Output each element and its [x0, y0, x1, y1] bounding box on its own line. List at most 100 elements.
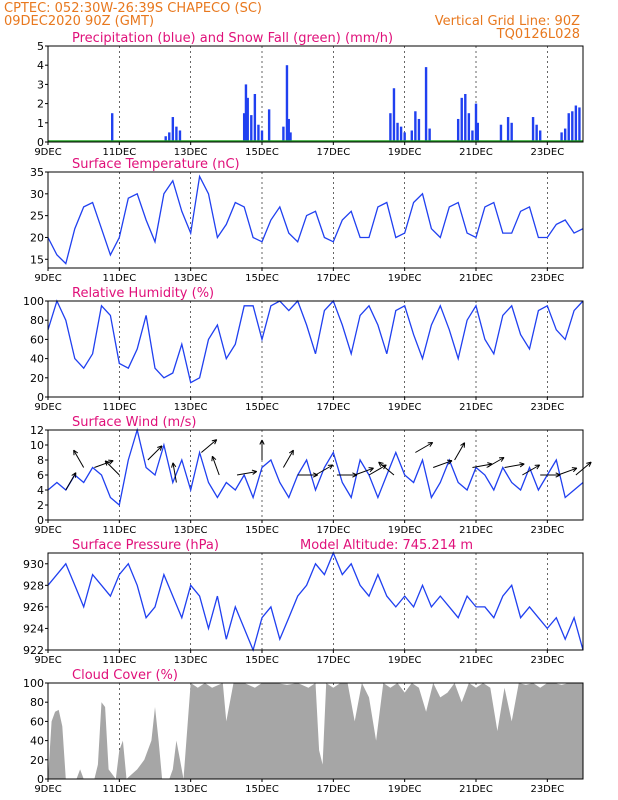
series-line	[47, 551, 584, 653]
wind-arrow	[104, 460, 120, 476]
x-tick-label: 23DEC	[530, 525, 564, 536]
precip-bar	[539, 130, 542, 142]
y-tick-label: 4	[37, 484, 44, 497]
precip-bar	[571, 111, 574, 142]
x-tick-label: 11DEC	[102, 655, 136, 666]
wind-arrow	[236, 469, 258, 476]
y-tick-label: 5	[37, 40, 44, 53]
x-tick-label: 15DEC	[245, 655, 279, 666]
precip-bar	[267, 109, 271, 142]
wind-arrow-shaft	[504, 463, 525, 468]
precip-bar	[467, 113, 471, 142]
x-tick-label: 13DEC	[174, 784, 208, 795]
series-line	[47, 299, 584, 384]
wind-arrow-shaft	[282, 449, 294, 468]
panel-frame	[47, 171, 584, 269]
x-tick-label: 15DEC	[245, 525, 279, 536]
y-tick-label: 0	[37, 514, 44, 527]
x-tick-label: 11DEC	[102, 402, 136, 413]
x-tick-label: 9DEC	[34, 525, 61, 536]
panel-frame	[47, 45, 584, 143]
wind-arrow-shaft	[73, 449, 85, 468]
precip-bar	[389, 113, 392, 142]
wind-arrow-shaft	[472, 463, 493, 468]
x-tick-label: 11DEC	[102, 525, 136, 536]
wind-arrow	[378, 461, 395, 476]
y-tick-label: 60	[30, 333, 44, 346]
wind-arrow	[211, 455, 220, 476]
wind-arrow-shaft	[522, 464, 540, 476]
x-tick-label: 23DEC	[530, 147, 564, 158]
header-date: 09DEC2020 90Z (GMT)	[4, 14, 154, 29]
precip-bar	[396, 122, 399, 142]
x-tick-label: 19DEC	[388, 784, 422, 795]
x-tick-label: 9DEC	[34, 273, 61, 284]
panel-1: 15 20 25 30 35 9DEC 11DEC 13DEC 15DEC 17DEC 19DEC 2…	[30, 157, 584, 284]
y-tick-label: 40	[30, 353, 44, 366]
wind-arrow-head	[108, 459, 114, 465]
x-tick-label: 23DEC	[530, 784, 564, 795]
y-tick-label: 12	[30, 424, 44, 437]
x-tick-label: 13DEC	[174, 273, 208, 284]
y-tick-label: 20	[30, 372, 44, 385]
wind-arrow-shaft	[433, 460, 453, 468]
panel-2: 0 20 40 60 80 100 9DEC 11DEC 13DEC 15DEC 17DEC 19DE…	[23, 286, 584, 413]
wind-arrow	[472, 462, 493, 468]
precip-bar	[474, 103, 478, 142]
series-line	[47, 174, 584, 265]
x-tick-label: 13DEC	[174, 402, 208, 413]
cloud-cover-area	[48, 683, 583, 779]
precip-bar	[253, 94, 257, 142]
precip-bar	[399, 126, 403, 142]
wind-arrow-shaft	[454, 442, 466, 461]
precip-bar	[244, 84, 248, 142]
precip-bar	[111, 113, 114, 142]
wind-arrow	[557, 467, 578, 476]
wind-arrow-head	[571, 467, 578, 473]
wind-arrow	[315, 464, 334, 476]
precip-bar	[460, 97, 463, 142]
y-tick-label: 80	[30, 314, 44, 327]
wind-arrow-shaft	[378, 461, 395, 476]
precip-bar	[428, 128, 431, 142]
wind-arrow-shaft	[354, 467, 374, 476]
y-tick-label: 60	[30, 715, 44, 728]
wind-arrow-head	[586, 461, 592, 467]
wind-arrow	[454, 442, 466, 461]
wind-arrow-head	[104, 460, 111, 466]
y-tick-label: 20	[30, 754, 44, 767]
wind-arrow	[259, 439, 265, 460]
precip-bar	[535, 124, 538, 142]
precip-bar	[567, 113, 570, 142]
y-tick-label: 100	[23, 295, 44, 308]
precip-bar	[424, 67, 428, 142]
panel-frame	[47, 682, 584, 780]
precip-bar	[471, 130, 474, 142]
series-line	[47, 427, 584, 507]
precip-bar	[417, 118, 421, 142]
wind-arrow-head	[211, 439, 218, 445]
panel-title: Relative Humidity (%)	[72, 286, 214, 301]
x-tick-label: 9DEC	[34, 147, 61, 158]
x-tick-label: 15DEC	[245, 147, 279, 158]
panel-frame	[47, 552, 584, 651]
x-tick-label: 21DEC	[459, 525, 493, 536]
wind-arrow	[522, 464, 541, 476]
precip-bar	[410, 130, 413, 142]
precip-bar	[403, 132, 406, 142]
y-tick-label: 100	[23, 677, 44, 690]
wind-arrow	[147, 445, 163, 461]
x-tick-label: 21DEC	[459, 655, 493, 666]
precip-bar	[171, 117, 175, 142]
precip-bar	[563, 128, 567, 142]
y-tick-label: 8	[37, 454, 44, 467]
panel-0: 0 1 2 3 4 5 9DEC 11DEC 13DEC 15DEC 17DEC 19DEC 21DEC…	[34, 31, 584, 158]
x-tick-label: 11DEC	[102, 784, 136, 795]
wind-arrow	[65, 472, 77, 491]
panel-title: Precipitation (blue) and Snow Fall (gree…	[72, 31, 393, 46]
x-tick-label: 23DEC	[530, 402, 564, 413]
wind-arrow	[433, 459, 453, 468]
x-tick-label: 17DEC	[316, 655, 350, 666]
wind-arrow-head	[534, 464, 541, 470]
